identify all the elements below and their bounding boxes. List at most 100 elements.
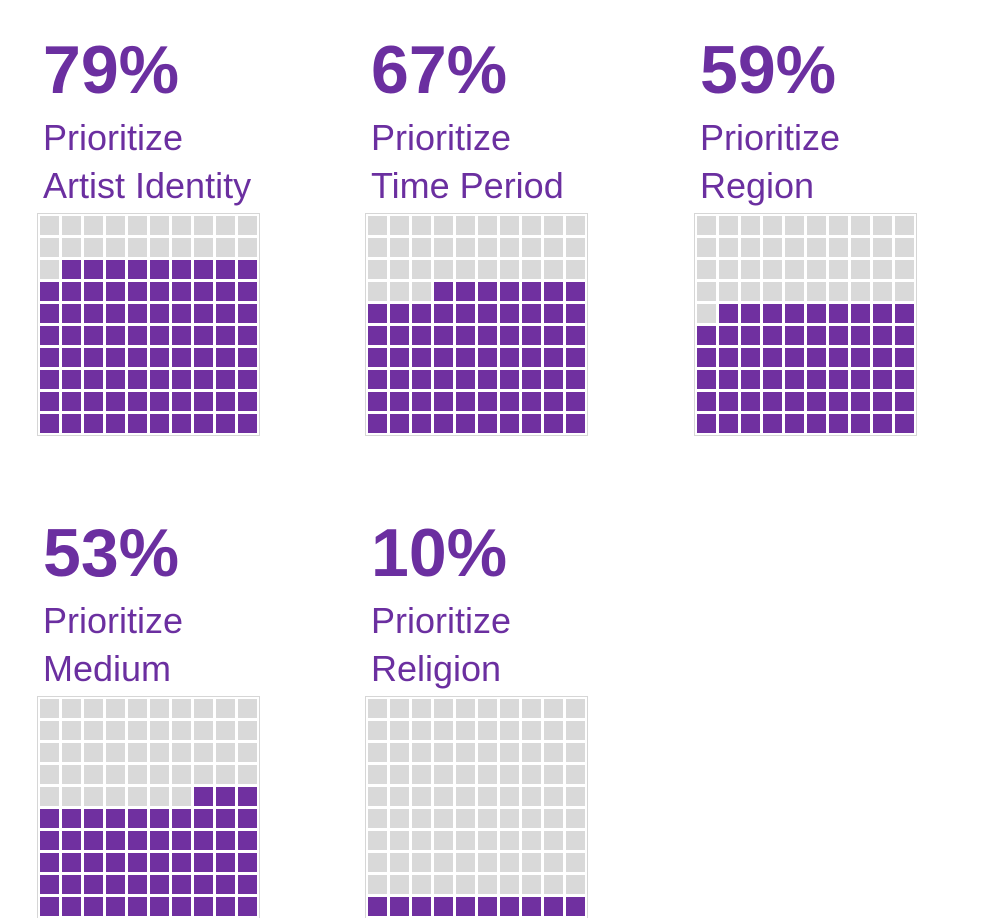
waffle-cell-filled: [741, 370, 760, 389]
waffle-cell-filled: [895, 348, 914, 367]
waffle-cell-filled: [150, 392, 169, 411]
waffle-cell-empty: [368, 875, 387, 894]
waffle-cell-filled: [522, 304, 541, 323]
waffle-cell-filled: [128, 414, 147, 433]
waffle-cell-empty: [40, 260, 59, 279]
waffle-cell-empty: [390, 875, 409, 894]
waffle-cell-empty: [368, 765, 387, 784]
percent-value: 53%: [43, 515, 180, 591]
waffle-cell-empty: [106, 787, 125, 806]
waffle-cell-filled: [40, 392, 59, 411]
waffle-cell-empty: [238, 699, 257, 718]
waffle-cell-empty: [566, 809, 585, 828]
waffle-cell-filled: [84, 853, 103, 872]
waffle-cell-filled: [851, 414, 870, 433]
waffle-cell-filled: [216, 370, 235, 389]
waffle-cell-filled: [40, 809, 59, 828]
waffle-cell-empty: [368, 787, 387, 806]
waffle-cell-filled: [719, 370, 738, 389]
waffle-cell-filled: [368, 304, 387, 323]
waffle-cell-filled: [478, 370, 497, 389]
waffle-cell-empty: [500, 721, 519, 740]
waffle-cell-filled: [40, 831, 59, 850]
waffle-cell-filled: [851, 370, 870, 389]
waffle-cell-filled: [807, 392, 826, 411]
waffle-cell-filled: [368, 348, 387, 367]
waffle-cell-empty: [763, 282, 782, 301]
waffle-cell-empty: [62, 765, 81, 784]
waffle-cell-filled: [895, 414, 914, 433]
waffle-cell-filled: [807, 348, 826, 367]
waffle-cell-empty: [238, 765, 257, 784]
waffle-cell-filled: [741, 326, 760, 345]
waffle-cell-empty: [456, 853, 475, 872]
waffle-cell-empty: [522, 765, 541, 784]
waffle-cell-filled: [150, 282, 169, 301]
waffle-cell-empty: [84, 699, 103, 718]
waffle-cell-empty: [873, 238, 892, 257]
waffle-cell-empty: [128, 216, 147, 235]
waffle-cell-empty: [478, 260, 497, 279]
waffle-cell-filled: [216, 260, 235, 279]
waffle-cell-filled: [194, 897, 213, 916]
waffle-cell-empty: [150, 216, 169, 235]
waffle-cell-empty: [456, 721, 475, 740]
waffle-cell-filled: [566, 326, 585, 345]
waffle-cell-filled: [544, 282, 563, 301]
waffle-cell-filled: [194, 787, 213, 806]
waffle-cell-empty: [566, 787, 585, 806]
waffle-cell-filled: [106, 809, 125, 828]
waffle-cell-filled: [566, 897, 585, 916]
waffle-cell-filled: [172, 853, 191, 872]
waffle-cell-empty: [434, 721, 453, 740]
waffle-cell-filled: [719, 392, 738, 411]
waffle-cell-empty: [150, 743, 169, 762]
waffle-cell-filled: [194, 875, 213, 894]
waffle-cell-filled: [522, 326, 541, 345]
waffle-cell-empty: [390, 216, 409, 235]
waffle-cell-filled: [62, 348, 81, 367]
percent-value: 59%: [700, 32, 837, 108]
waffle-cell-empty: [522, 260, 541, 279]
waffle-cell-empty: [390, 260, 409, 279]
waffle-cell-empty: [522, 743, 541, 762]
waffle-cell-empty: [741, 216, 760, 235]
waffle-cell-filled: [785, 414, 804, 433]
waffle-cell-filled: [719, 414, 738, 433]
waffle-cell-filled: [434, 282, 453, 301]
waffle-cell-empty: [719, 238, 738, 257]
waffle-cell-filled: [412, 348, 431, 367]
waffle-cell-empty: [785, 238, 804, 257]
waffle-cell-filled: [851, 348, 870, 367]
waffle-cell-empty: [566, 875, 585, 894]
waffle-cell-filled: [807, 414, 826, 433]
waffle-cell-empty: [390, 809, 409, 828]
waffle-cell-filled: [106, 282, 125, 301]
waffle-cell-empty: [40, 238, 59, 257]
waffle-cell-empty: [238, 721, 257, 740]
waffle-cell-empty: [62, 743, 81, 762]
waffle-cell-filled: [84, 414, 103, 433]
waffle-cell-filled: [829, 304, 848, 323]
waffle-cell-empty: [62, 238, 81, 257]
waffle-cell-filled: [194, 260, 213, 279]
waffle-cell-filled: [412, 326, 431, 345]
waffle-cell-empty: [84, 765, 103, 784]
waffle-cell-filled: [522, 370, 541, 389]
waffle-cell-filled: [62, 304, 81, 323]
waffle-cell-filled: [829, 370, 848, 389]
waffle-cell-filled: [412, 392, 431, 411]
waffle-cell-filled: [478, 326, 497, 345]
waffle-panel-time-period: 67% Prioritize Time Period: [366, 36, 666, 435]
waffle-cell-filled: [500, 304, 519, 323]
waffle-cell-empty: [216, 699, 235, 718]
waffle-cell-empty: [807, 216, 826, 235]
waffle-cell-filled: [412, 370, 431, 389]
waffle-cell-filled: [216, 282, 235, 301]
waffle-cell-empty: [478, 787, 497, 806]
waffle-cell-empty: [719, 216, 738, 235]
waffle-cell-filled: [238, 787, 257, 806]
waffle-cell-empty: [194, 765, 213, 784]
waffle-cell-filled: [368, 414, 387, 433]
waffle-cell-empty: [412, 809, 431, 828]
